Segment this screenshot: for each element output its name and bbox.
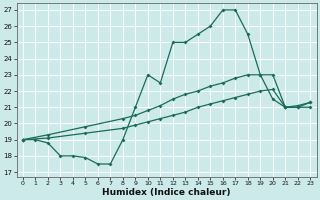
X-axis label: Humidex (Indice chaleur): Humidex (Indice chaleur) <box>102 188 231 197</box>
